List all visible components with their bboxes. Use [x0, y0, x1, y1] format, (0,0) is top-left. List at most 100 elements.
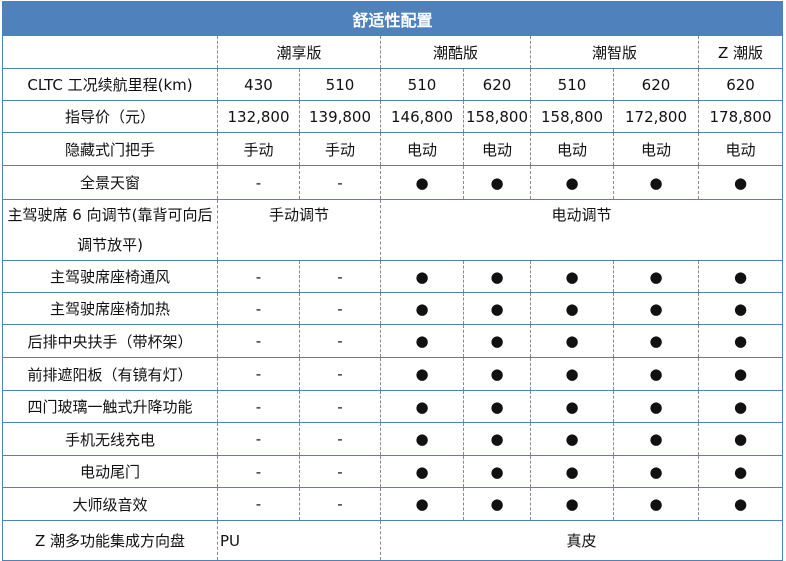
feature-included-dot: ●	[613, 165, 699, 200]
row-label: 主驾驶席座椅加热	[2, 292, 218, 325]
feature-row: 四门玻璃一触式升降功能 - - ● ● ● ● ●	[2, 390, 784, 423]
value-cell: -	[299, 165, 381, 200]
row-label: 四门玻璃一触式升降功能	[2, 390, 218, 423]
value-cell: 146,800	[380, 100, 464, 133]
row-label: 手机无线充电	[2, 422, 218, 456]
feature-row: 主驾驶席座椅加热 - - ● ● ● ● ●	[2, 292, 784, 325]
sunroof-row: 全景天窗 - - ● ● ● ● ●	[2, 165, 784, 200]
value-cell: 172,800	[613, 100, 699, 133]
feature-included-dot: ●	[697, 422, 784, 456]
value-cell: 430	[217, 68, 300, 101]
value-cell: -	[299, 292, 381, 325]
feature-included-dot: ●	[380, 455, 464, 488]
value-cell: 电动	[697, 132, 784, 166]
value-cell: 真皮	[379, 520, 784, 561]
value-cell: -	[299, 455, 381, 488]
feature-included-dot: ●	[463, 324, 531, 358]
row-label: 全景天窗	[2, 165, 218, 200]
value-cell: -	[217, 292, 300, 325]
value-cell: -	[217, 390, 300, 423]
value-cell: -	[299, 487, 381, 521]
row-label: CLTC 工况续航里程(km)	[2, 68, 218, 101]
value-cell: 手动调节	[217, 199, 381, 261]
feature-included-dot: ●	[530, 487, 614, 521]
value-cell: 510	[530, 68, 614, 101]
value-cell: 电动	[380, 132, 464, 166]
row-label: Z 潮多功能集成方向盘	[2, 520, 218, 561]
value-cell: 510	[299, 68, 381, 101]
version-header: 潮享版	[217, 35, 381, 69]
feature-included-dot: ●	[463, 422, 531, 456]
door-handle-row: 隐藏式门把手 手动 手动 电动 电动 电动 电动 电动	[2, 132, 784, 166]
feature-included-dot: ●	[463, 455, 531, 488]
value-cell: -	[299, 260, 381, 293]
feature-included-dot: ●	[530, 422, 614, 456]
value-cell: 620	[613, 68, 699, 101]
version-row: 潮享版 潮酷版 潮智版 Z 潮版	[2, 35, 784, 69]
feature-included-dot: ●	[380, 324, 464, 358]
row-label: 主驾驶席 6 向调节(靠背可向后调节放平)	[2, 199, 218, 261]
value-cell: -	[217, 260, 300, 293]
feature-included-dot: ●	[530, 292, 614, 325]
value-cell: -	[217, 487, 300, 521]
feature-included-dot: ●	[463, 292, 531, 325]
feature-included-dot: ●	[613, 292, 699, 325]
feature-included-dot: ●	[380, 487, 464, 521]
steering-row: Z 潮多功能集成方向盘 PU 真皮	[2, 520, 784, 561]
feature-included-dot: ●	[380, 292, 464, 325]
value-cell: 510	[380, 68, 464, 101]
feature-included-dot: ●	[697, 292, 784, 325]
feature-included-dot: ●	[697, 324, 784, 358]
value-cell: -	[299, 390, 381, 423]
value-cell: 手动	[299, 132, 381, 166]
feature-included-dot: ●	[613, 390, 699, 423]
value-cell: 178,800	[697, 100, 784, 133]
feature-included-dot: ●	[530, 324, 614, 358]
feature-included-dot: ●	[380, 165, 464, 200]
title-row: 舒适性配置	[1, 1, 784, 36]
range-row: CLTC 工况续航里程(km) 430 510 510 620 510 620 620	[2, 68, 784, 101]
feature-included-dot: ●	[613, 422, 699, 456]
value-cell: 620	[697, 68, 784, 101]
feature-included-dot: ●	[463, 357, 531, 391]
value-cell: 电动调节	[379, 199, 784, 261]
feature-included-dot: ●	[530, 390, 614, 423]
feature-included-dot: ●	[530, 260, 614, 293]
feature-included-dot: ●	[463, 165, 531, 200]
feature-row: 电动尾门 - - ● ● ● ● ●	[2, 455, 784, 488]
value-cell: 158,800	[463, 100, 531, 133]
row-label: 隐藏式门把手	[2, 132, 218, 166]
value-cell: 158,800	[530, 100, 614, 133]
feature-included-dot: ●	[613, 455, 699, 488]
feature-included-dot: ●	[697, 487, 784, 521]
value-cell: -	[299, 422, 381, 456]
feature-included-dot: ●	[463, 260, 531, 293]
feature-included-dot: ●	[613, 324, 699, 358]
feature-included-dot: ●	[697, 260, 784, 293]
feature-row: 后排中央扶手（带杯架） - - ● ● ● ● ●	[2, 324, 784, 358]
value-cell: 手动	[217, 132, 300, 166]
feature-included-dot: ●	[697, 165, 784, 200]
value-cell: 620	[463, 68, 531, 101]
value-cell: 132,800	[217, 100, 300, 133]
value-cell: PU	[217, 520, 381, 561]
table-title: 舒适性配置	[1, 1, 784, 36]
feature-included-dot: ●	[697, 455, 784, 488]
feature-included-dot: ●	[530, 455, 614, 488]
row-label: 指导价（元）	[2, 100, 218, 133]
version-header: 潮酷版	[380, 35, 531, 69]
value-cell: -	[299, 357, 381, 391]
feature-included-dot: ●	[380, 390, 464, 423]
feature-included-dot: ●	[697, 390, 784, 423]
value-cell: 电动	[463, 132, 531, 166]
value-cell: -	[217, 165, 300, 200]
feature-included-dot: ●	[613, 357, 699, 391]
feature-included-dot: ●	[530, 357, 614, 391]
feature-row: 主驾驶席座椅通风 - - ● ● ● ● ●	[2, 260, 784, 293]
feature-included-dot: ●	[530, 165, 614, 200]
feature-included-dot: ●	[613, 260, 699, 293]
feature-included-dot: ●	[463, 390, 531, 423]
feature-row: 前排遮阳板（有镜有灯） - - ● ● ● ● ●	[2, 357, 784, 391]
value-cell: -	[217, 455, 300, 488]
